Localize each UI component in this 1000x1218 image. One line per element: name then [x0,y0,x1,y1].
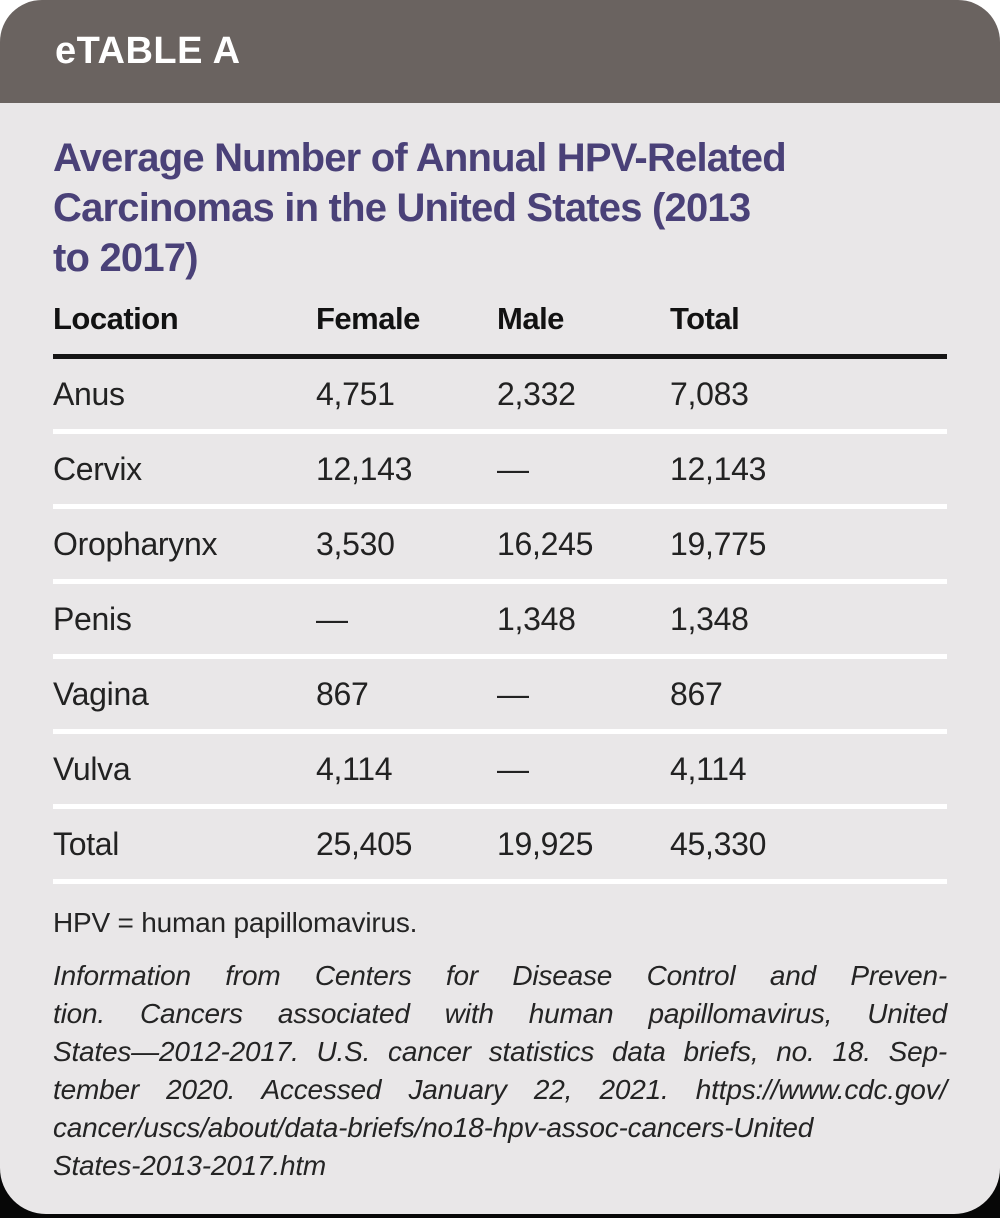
cell-location: Total [53,825,120,862]
table-row: Oropharynx 3,530 16,245 19,775 [53,509,947,584]
citation-line: Information from Centers for Disease Con… [53,960,947,991]
table-tag-label: eTABLE A [55,30,241,72]
cell-male: 16,245 [497,525,594,562]
column-header-female: Female [316,301,420,336]
table-row: Cervix 12,143 — 12,143 [53,434,947,509]
cell-location: Vulva [53,750,131,787]
cell-female: 3,530 [316,525,395,562]
citation-line: States-2013-2017.htm [53,1150,327,1181]
column-header-total: Total [670,301,740,336]
cell-location: Oropharynx [53,525,218,562]
cell-total: 4,114 [670,750,747,787]
cell-total: 7,083 [670,375,749,412]
cell-location: Anus [53,375,125,412]
table-header-rule [53,354,947,359]
cell-location: Penis [53,600,132,637]
cell-male: — [497,750,529,787]
citation-line: tion. Cancers associated with human papi… [53,998,947,1029]
cell-female: — [316,600,348,637]
cell-male: 1,348 [497,600,576,637]
cell-male: — [497,675,529,712]
cell-total: 867 [670,675,723,712]
table-title-line: Average Number of Annual HPV-Related [53,136,787,180]
cell-total: 19,775 [670,525,767,562]
cell-male: 2,332 [497,375,576,412]
cell-female: 4,114 [316,750,393,787]
cell-female: 4,751 [316,375,395,412]
card-body: Average Number of Annual HPV-Related Car… [0,103,1000,1185]
cell-total: 1,348 [670,600,749,637]
abbreviation-note: HPV = human papillomavirus. [53,907,418,938]
citation-line: tember 2020. Accessed January 22, 2021. … [53,1074,947,1105]
cell-male: 19,925 [497,825,594,862]
table-header-row: Location Female Male Total [53,301,947,354]
cell-location: Vagina [53,675,149,712]
cell-female: 12,143 [316,450,413,487]
cell-male: — [497,450,529,487]
table-title: Average Number of Annual HPV-Related Car… [53,133,947,283]
cell-female: 867 [316,675,369,712]
cell-total: 45,330 [670,825,767,862]
citation-line: cancer/uscs/about/data-briefs/no18-hpv-a… [53,1112,814,1143]
table-title-line: Carcinomas in the United States (2013 [53,186,751,230]
cell-location: Cervix [53,450,142,487]
table-row: Vagina 867 — 867 [53,659,947,734]
table-row-total: Total 25,405 19,925 45,330 [53,809,947,884]
table-row: Anus 4,751 2,332 7,083 [53,359,947,434]
citation: Information from Centers for Disease Con… [53,957,947,1185]
table-tag-bar: eTABLE A [0,0,1000,103]
table-row: Vulva 4,114 — 4,114 [53,734,947,809]
table-title-line: to 2017) [53,236,199,280]
column-header-male: Male [497,301,564,336]
table-row: Penis — 1,348 1,348 [53,584,947,659]
cell-female: 25,405 [316,825,413,862]
citation-line: States—2012-2017. U.S. cancer statistics… [53,1036,947,1067]
cell-total: 12,143 [670,450,767,487]
column-header-location: Location [53,301,179,336]
